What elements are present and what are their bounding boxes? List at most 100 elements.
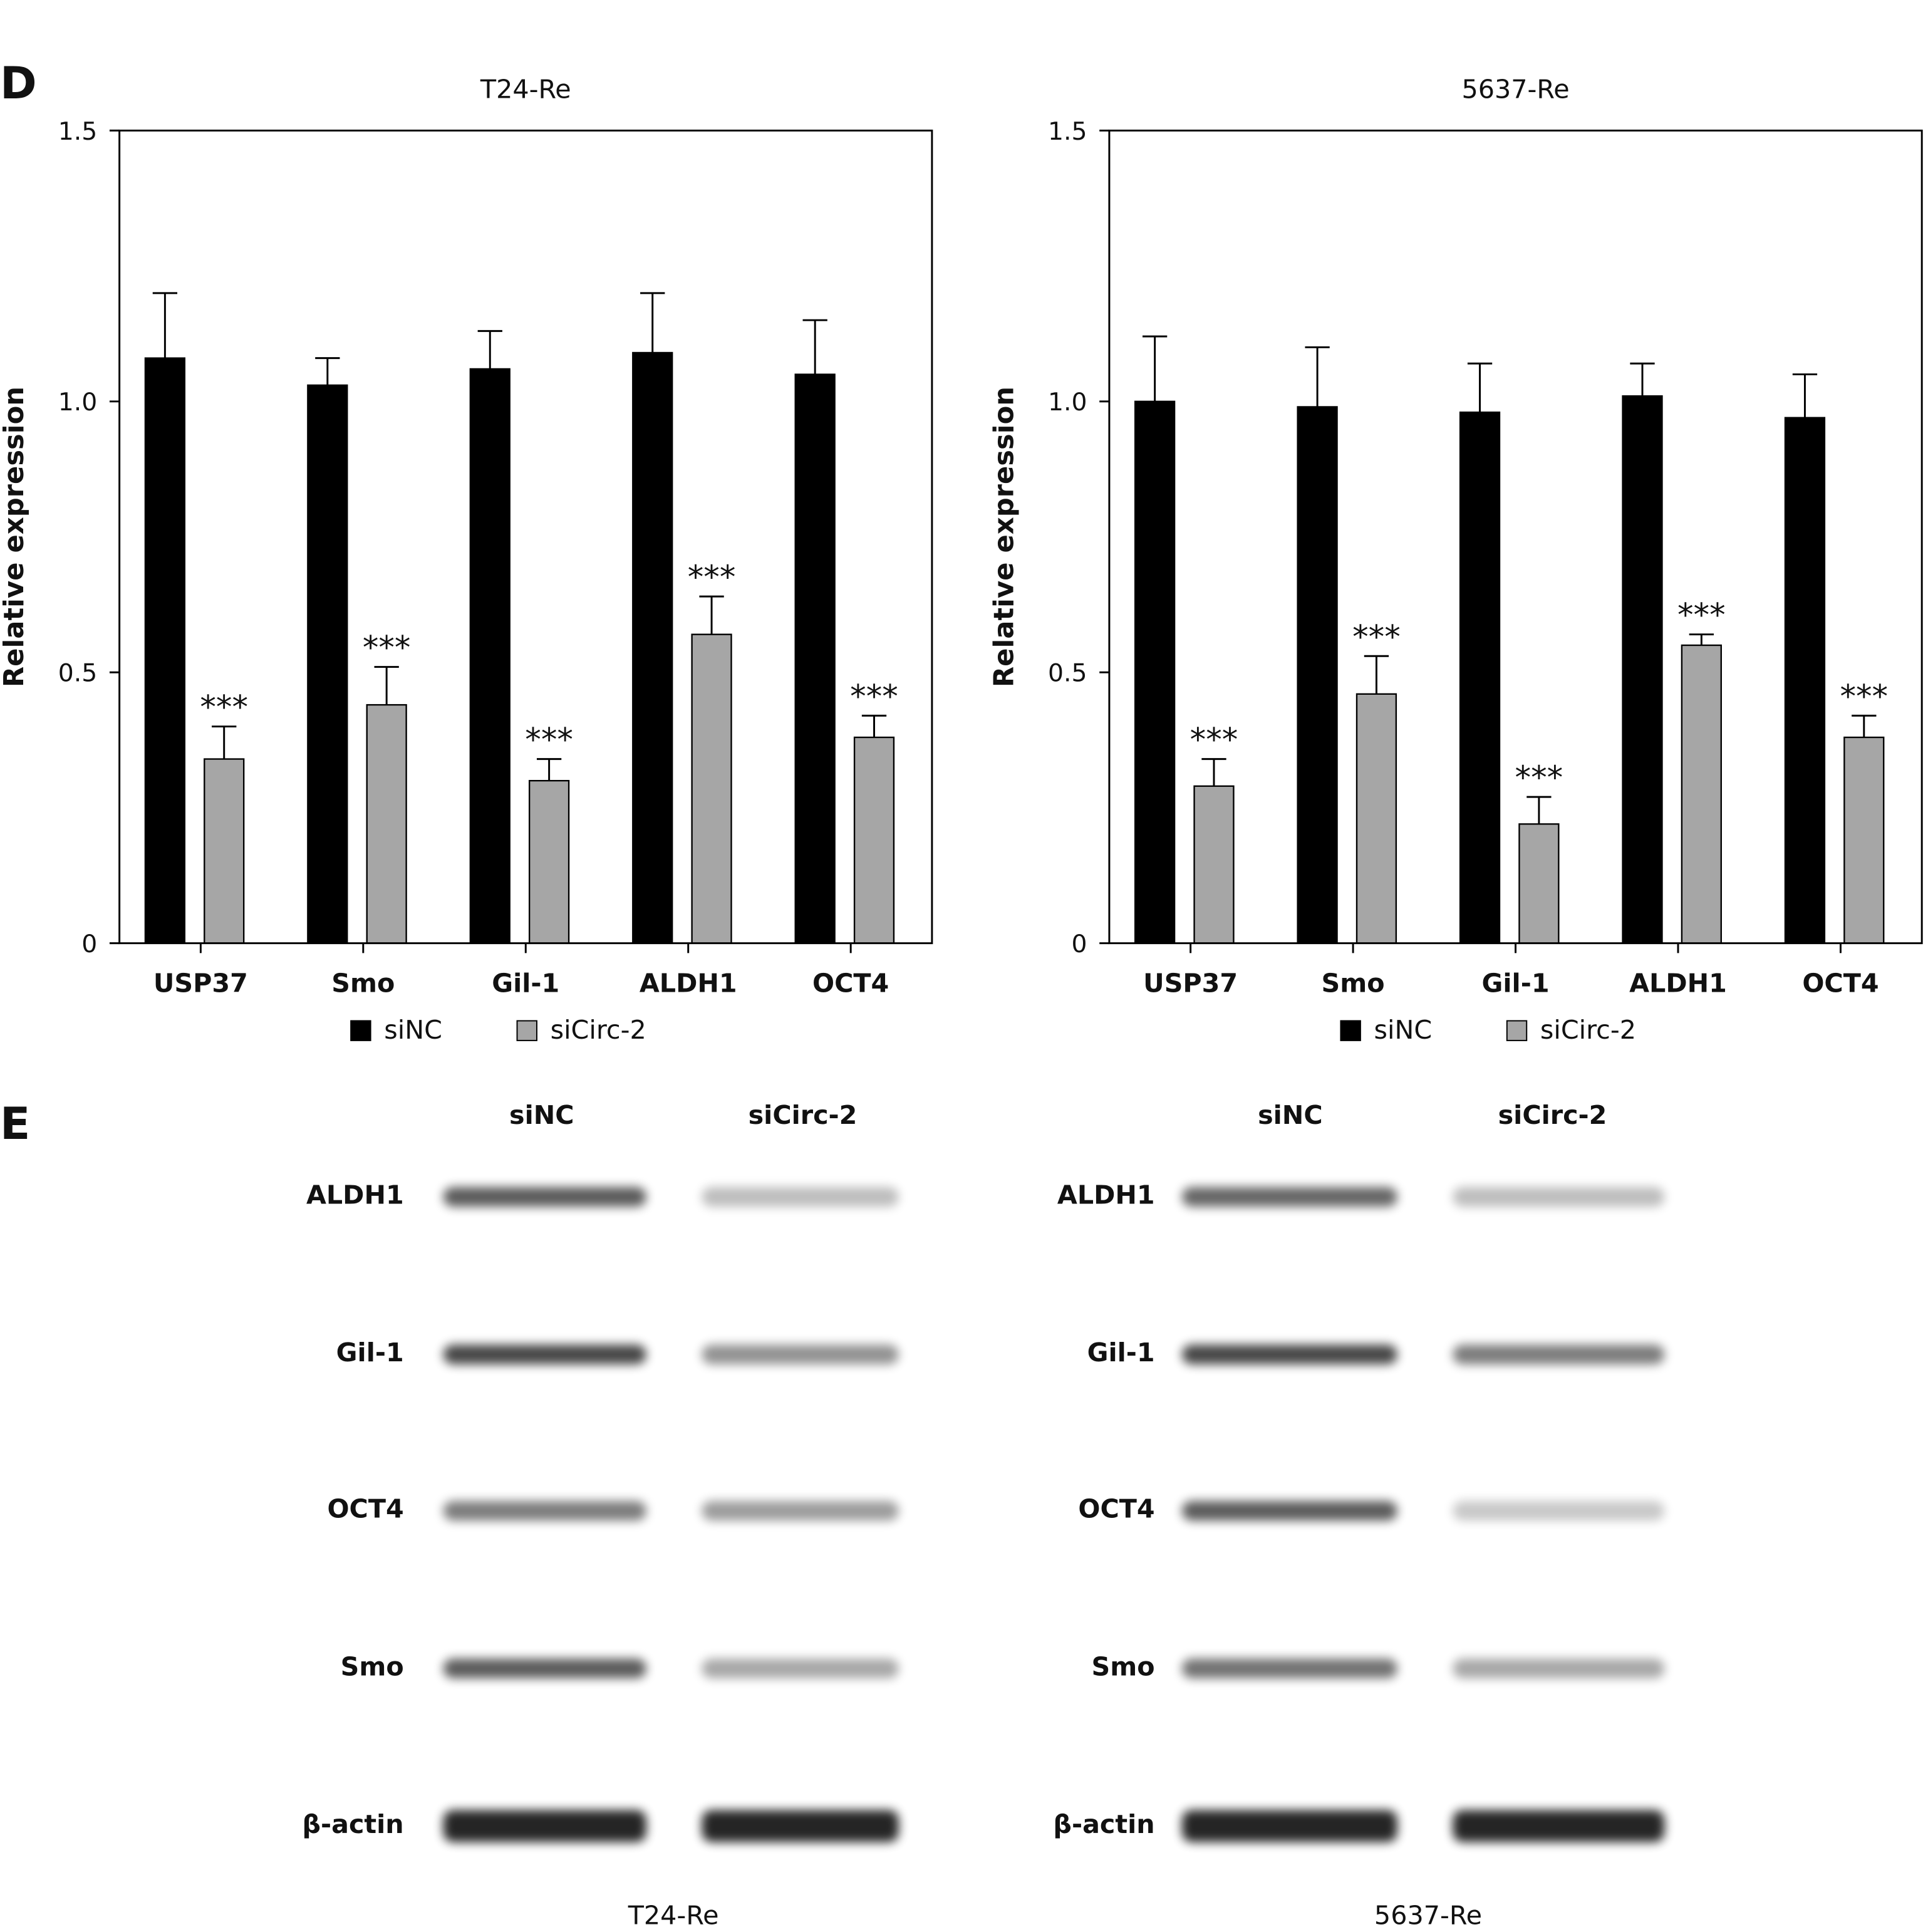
blot-band bbox=[1181, 1810, 1397, 1842]
annotation: *** bbox=[363, 630, 411, 667]
y-axis-label: Relative expression bbox=[988, 387, 1020, 687]
bar bbox=[1518, 823, 1560, 944]
blot-column-label: siNC bbox=[509, 1100, 574, 1130]
blot-row-label: ALDH1 bbox=[1057, 1180, 1155, 1210]
blot-band bbox=[1453, 1187, 1665, 1207]
blot-row-label: β-actin bbox=[302, 1809, 403, 1839]
blot-row-label: Gil-1 bbox=[336, 1337, 404, 1368]
legend-label: siNC bbox=[1374, 1015, 1433, 1045]
x-tick-label: ALDH1 bbox=[640, 968, 737, 998]
bar bbox=[1622, 395, 1663, 944]
annotation: *** bbox=[1352, 619, 1401, 656]
annotation: *** bbox=[1190, 722, 1238, 759]
bar bbox=[1681, 644, 1722, 944]
x-tick-label: OCT4 bbox=[1802, 968, 1879, 998]
blot-band bbox=[702, 1344, 899, 1364]
bar bbox=[1784, 417, 1826, 944]
legend-label: siCirc-2 bbox=[1540, 1015, 1636, 1045]
y-tick-label: 1.0 bbox=[58, 388, 98, 417]
blot-band bbox=[1453, 1810, 1665, 1842]
blot-band bbox=[443, 1344, 646, 1364]
x-tick-label: Gil-1 bbox=[492, 968, 559, 998]
panel-label: E bbox=[0, 1098, 30, 1150]
legend-swatch bbox=[516, 1020, 537, 1041]
panel-label: D bbox=[0, 57, 37, 109]
blot-column-label: siNC bbox=[1258, 1100, 1323, 1130]
bar bbox=[1297, 406, 1338, 944]
legend-swatch bbox=[1340, 1020, 1361, 1041]
chart-title: T24-Re bbox=[480, 74, 571, 104]
blot-band bbox=[443, 1810, 646, 1842]
y-tick-label: 1.5 bbox=[1048, 118, 1087, 146]
blot-band bbox=[1453, 1658, 1665, 1679]
blot-row-label: OCT4 bbox=[1078, 1494, 1154, 1524]
annotation: *** bbox=[850, 678, 898, 715]
annotation: *** bbox=[688, 559, 736, 596]
x-tick-label: USP37 bbox=[153, 968, 248, 998]
blot-row-label: ALDH1 bbox=[306, 1180, 404, 1210]
legend-swatch bbox=[350, 1020, 371, 1041]
bar bbox=[632, 351, 673, 944]
x-tick-label: Gil-1 bbox=[1482, 968, 1550, 998]
bar bbox=[794, 373, 836, 944]
bar bbox=[528, 780, 570, 944]
legend-swatch bbox=[1506, 1020, 1528, 1041]
x-tick-label: Smo bbox=[331, 968, 395, 998]
annotation: *** bbox=[200, 689, 248, 726]
bar bbox=[1355, 693, 1397, 944]
blot-row-label: OCT4 bbox=[327, 1494, 403, 1524]
blot-band bbox=[1181, 1344, 1397, 1364]
blot-bands bbox=[443, 1187, 1665, 1842]
legend-label: siCirc-2 bbox=[551, 1015, 646, 1045]
x-tick-label: OCT4 bbox=[812, 968, 889, 998]
blot-row-label: β-actin bbox=[1053, 1809, 1154, 1839]
blot-band bbox=[443, 1501, 646, 1521]
plot-frame bbox=[118, 129, 933, 945]
blot-row-label: Smo bbox=[1092, 1651, 1155, 1681]
x-tick-label: Smo bbox=[1322, 968, 1385, 998]
y-tick-label: 0.5 bbox=[58, 660, 98, 688]
blot-title: T24-Re bbox=[628, 1900, 719, 1930]
blot-band bbox=[1453, 1344, 1665, 1364]
blot-column-label: siCirc-2 bbox=[1498, 1100, 1607, 1130]
bar bbox=[1134, 400, 1176, 944]
y-tick-label: 1.0 bbox=[1048, 388, 1087, 417]
bar bbox=[366, 704, 407, 944]
blot-row-label: Smo bbox=[341, 1651, 404, 1681]
bar bbox=[1193, 785, 1235, 944]
blot-band bbox=[443, 1658, 646, 1679]
annotation: *** bbox=[525, 722, 573, 759]
bar bbox=[307, 384, 348, 944]
blot-band bbox=[1181, 1501, 1397, 1521]
blot-column-label: siCirc-2 bbox=[749, 1100, 858, 1130]
bar bbox=[1843, 736, 1885, 944]
bar bbox=[469, 368, 511, 944]
bar bbox=[853, 736, 895, 944]
annotation: *** bbox=[1840, 678, 1888, 715]
y-tick-label: 0 bbox=[81, 930, 97, 958]
bar bbox=[691, 633, 732, 944]
y-tick-label: 1.5 bbox=[58, 118, 98, 146]
blot-band bbox=[1181, 1187, 1397, 1207]
chart-title: 5637-Re bbox=[1461, 74, 1569, 104]
x-tick-label: USP37 bbox=[1143, 968, 1238, 998]
annotation: *** bbox=[1677, 597, 1726, 634]
blot-band bbox=[702, 1501, 899, 1521]
blot-band bbox=[702, 1658, 899, 1679]
y-axis-label: Relative expression bbox=[0, 387, 30, 687]
y-tick-label: 0.5 bbox=[1048, 660, 1087, 688]
blot-band bbox=[1181, 1658, 1397, 1679]
blot-band bbox=[443, 1187, 646, 1207]
blot-band bbox=[702, 1810, 899, 1842]
blot-row-label: Gil-1 bbox=[1087, 1337, 1155, 1368]
bar bbox=[144, 357, 186, 944]
annotation: *** bbox=[1515, 760, 1563, 797]
blot-title: 5637-Re bbox=[1374, 1900, 1482, 1930]
legend-label: siNC bbox=[384, 1015, 442, 1045]
plot-frame bbox=[1108, 129, 1923, 945]
blot-band bbox=[1453, 1501, 1665, 1521]
x-tick-label: ALDH1 bbox=[1629, 968, 1727, 998]
blot-band bbox=[702, 1187, 899, 1207]
